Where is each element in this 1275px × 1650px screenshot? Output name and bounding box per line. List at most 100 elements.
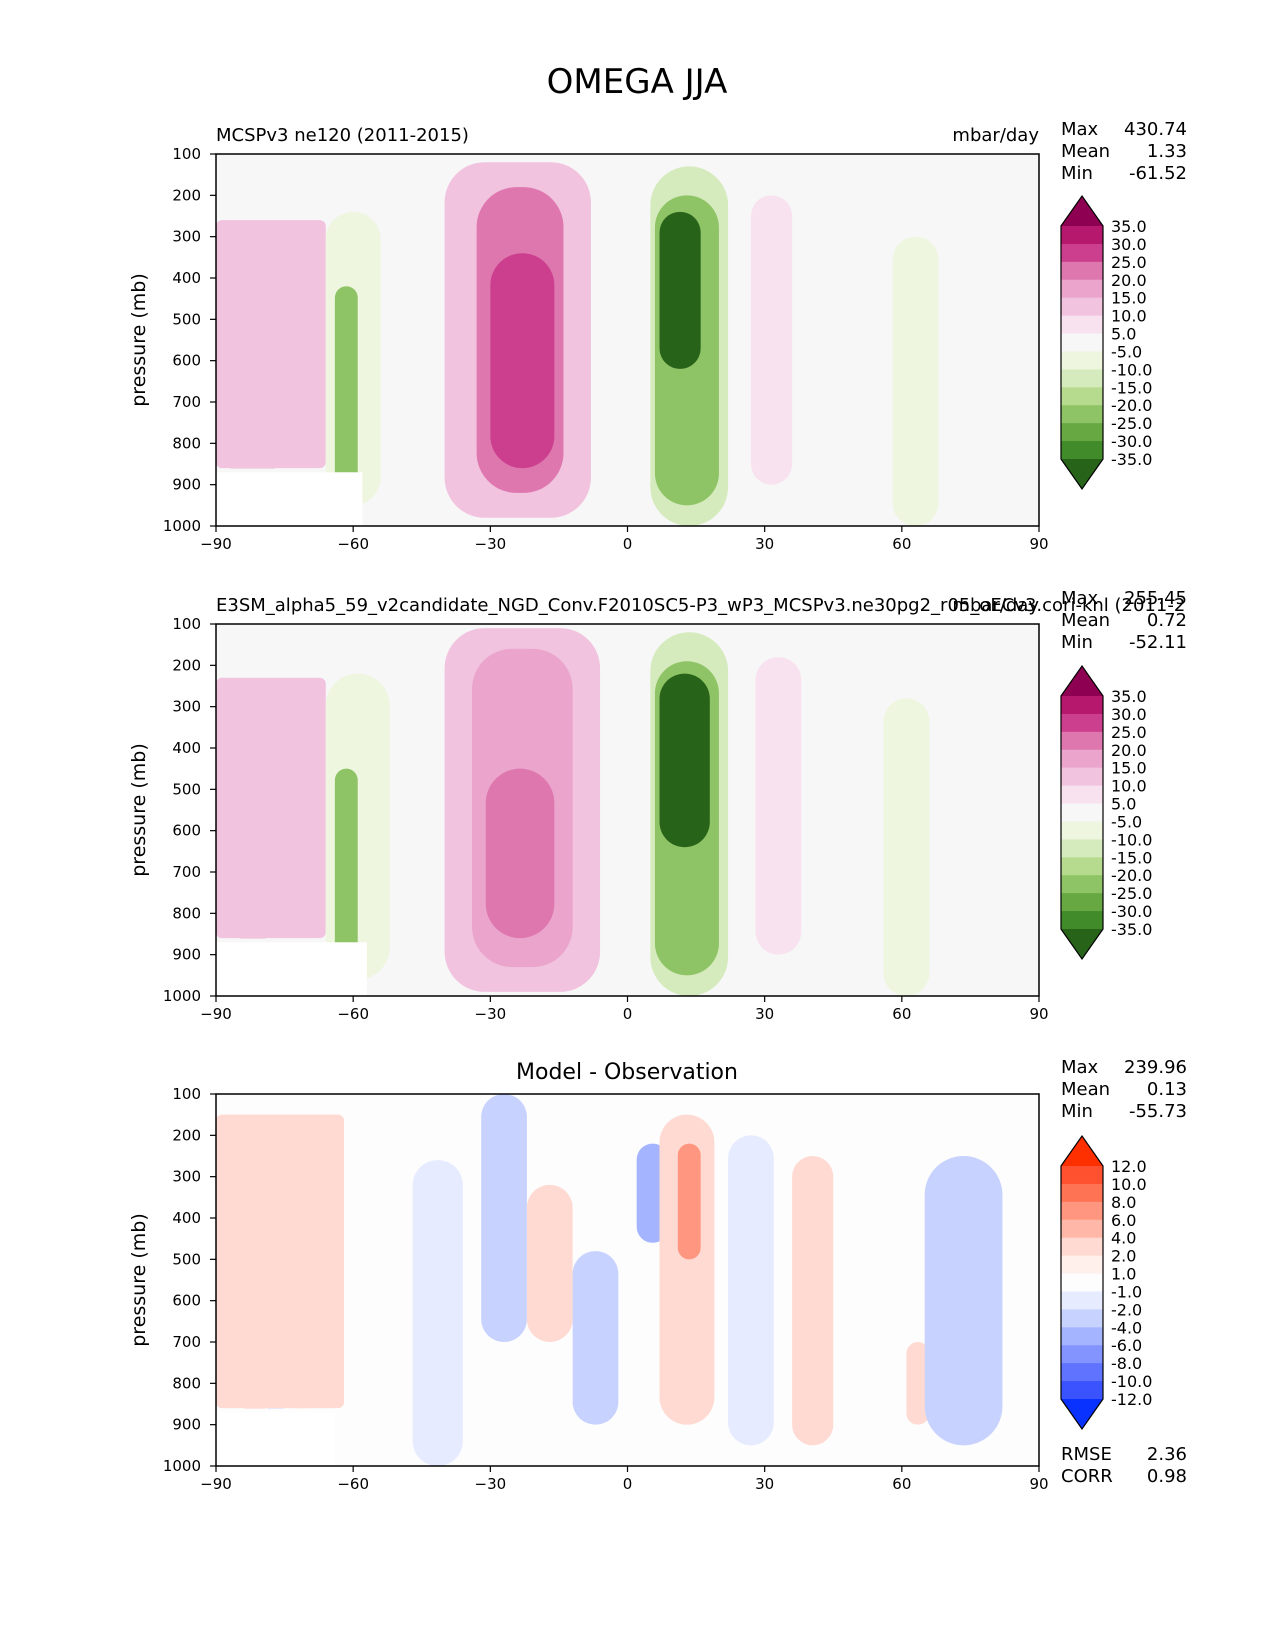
x-tick-label: 90 <box>1029 535 1048 553</box>
x-tick-label: 90 <box>1029 1005 1048 1023</box>
colorbar-arrow-bottom <box>1061 929 1103 959</box>
colorbar-tick-label: -1.0 <box>1111 1282 1142 1301</box>
y-tick-label: 600 <box>172 822 201 840</box>
y-tick-label: 1000 <box>163 987 201 1005</box>
x-tick-label: 0 <box>623 1005 633 1023</box>
panel-2-plot: −90 −60 −30 0 30 60 90 100 200 300 400 500 600 700 800… <box>128 615 1049 1023</box>
colorbar-segment <box>1061 731 1103 751</box>
y-tick-label: 300 <box>172 1168 201 1186</box>
colorbar-outline <box>1060 1134 1104 1431</box>
panel-1-stat-max-label: Max <box>1061 119 1099 140</box>
ground-mask <box>216 472 363 526</box>
colorbar-tick-label: -35.0 <box>1111 920 1152 939</box>
panel-1-stat-min-label: Min <box>1061 163 1093 184</box>
x-tick-label: −90 <box>200 535 232 553</box>
y-tick-label: 300 <box>172 698 201 716</box>
x-tick-label: 60 <box>892 535 911 553</box>
colorbar-arrow-bottom <box>1061 1399 1103 1429</box>
colorbar-arrow-top <box>1061 666 1103 696</box>
panel-3-stat-max-label: Max <box>1061 1057 1099 1078</box>
plot-background <box>216 1094 1039 1466</box>
colorbar-segment <box>1061 875 1103 894</box>
colorbar-segment <box>1061 911 1103 930</box>
x-tick-label: −30 <box>475 1005 507 1023</box>
colorbar-tick-label: -6.0 <box>1111 1336 1142 1355</box>
colorbar-tick-label: 12.0 <box>1111 1157 1147 1176</box>
panel-3: Model - Observation −90 −60 −30 0 30 60 90 100 2… <box>128 1057 1187 1493</box>
y-tick-label: 600 <box>172 352 201 370</box>
colorbar-segment <box>1061 1201 1103 1221</box>
colorbar-segment <box>1061 803 1103 822</box>
colorbar-tick-label: 15.0 <box>1111 289 1147 308</box>
panel-3-rmse-label: RMSE <box>1061 1444 1112 1465</box>
y-tick-label: 400 <box>172 1209 201 1227</box>
panel-2-units: mbar/day <box>952 595 1039 616</box>
colorbar-tick-label: -10.0 <box>1111 830 1152 849</box>
y-tick-label: 900 <box>172 946 201 964</box>
contour-region <box>883 698 930 996</box>
contour-region <box>216 1114 345 1409</box>
x-tick-label: 90 <box>1029 1475 1048 1493</box>
panel-2-stat-max-label: Max <box>1061 588 1099 609</box>
panel-2-stat-mean-value: 0.72 <box>1147 610 1187 631</box>
x-tick-label: −90 <box>200 1005 232 1023</box>
colorbar-arrow-top <box>1061 1136 1103 1166</box>
colorbar-outline <box>1060 194 1104 491</box>
colorbar-segment <box>1061 1345 1103 1364</box>
contour-region <box>334 768 358 955</box>
colorbar-arrow-bottom <box>1061 459 1103 489</box>
colorbar-tick-label: -5.0 <box>1111 812 1142 831</box>
colorbar-tick-label: 10.0 <box>1111 777 1147 796</box>
colorbar-segment <box>1061 749 1103 769</box>
contour-region <box>481 1094 527 1342</box>
y-axis-label: pressure (mb) <box>128 743 150 877</box>
colorbar-tick-label: -35.0 <box>1111 450 1152 469</box>
contour-region <box>659 673 710 848</box>
contour-region <box>677 1143 701 1260</box>
x-tick-label: 30 <box>755 1005 774 1023</box>
colorbar-segment <box>1061 1327 1103 1346</box>
colorbar-tick-label: 35.0 <box>1111 687 1147 706</box>
x-tick-label: 60 <box>892 1005 911 1023</box>
colorbar-tick-label: -20.0 <box>1111 396 1152 415</box>
colorbar-segment <box>1061 785 1103 805</box>
colorbar-tick-label: -20.0 <box>1111 866 1152 885</box>
y-tick-label: 700 <box>172 393 201 411</box>
contour-region <box>572 1251 619 1425</box>
panel-2-stat-max-value: 255.45 <box>1124 588 1187 609</box>
contour-region <box>334 286 358 485</box>
y-tick-label: 200 <box>172 656 201 674</box>
contour-region <box>659 211 701 369</box>
panel-1-title-left: MCSPv3 ne120 (2011-2015) <box>216 125 469 146</box>
colorbar-tick-label: 25.0 <box>1111 723 1147 742</box>
contour-region <box>906 1342 930 1425</box>
colorbar-segment <box>1061 1381 1103 1400</box>
x-tick-label: 0 <box>623 535 633 553</box>
panel-2-stat-mean-label: Mean <box>1061 610 1110 631</box>
colorbar-segment <box>1061 1273 1103 1292</box>
colorbar-tick-label: -12.0 <box>1111 1390 1152 1409</box>
colorbar-tick-label: 5.0 <box>1111 795 1136 814</box>
colorbar-segment <box>1061 261 1103 281</box>
x-tick-label: −30 <box>475 535 507 553</box>
colorbar-tick-label: 15.0 <box>1111 759 1147 778</box>
y-tick-label: 100 <box>172 1085 201 1103</box>
colorbar-segment <box>1061 1309 1103 1328</box>
contour-region <box>924 1156 1003 1446</box>
colorbar-segment <box>1061 351 1103 370</box>
colorbar-outline <box>1060 664 1104 961</box>
colorbar-segment <box>1061 441 1103 460</box>
panel-1-units: mbar/day <box>952 125 1039 146</box>
colorbar-tick-label: 4.0 <box>1111 1229 1136 1248</box>
colorbar-segment <box>1061 243 1103 263</box>
contour-region <box>526 1184 573 1342</box>
y-tick-label: 800 <box>172 904 201 922</box>
panel-1-stat-max-value: 430.74 <box>1124 119 1187 140</box>
x-tick-label: −60 <box>337 1475 369 1493</box>
x-tick-label: 30 <box>755 1475 774 1493</box>
colorbar-tick-label: 10.0 <box>1111 1175 1147 1194</box>
contour-region <box>412 1160 463 1466</box>
y-axis-label: pressure (mb) <box>128 1213 150 1347</box>
contour-region <box>490 253 555 469</box>
